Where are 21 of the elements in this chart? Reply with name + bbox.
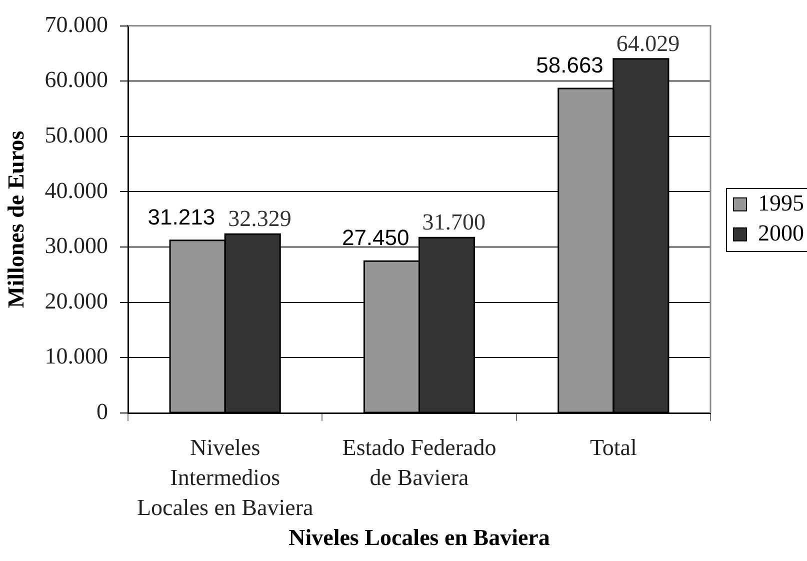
legend-label: 1995: [758, 190, 804, 216]
y-tick-label: 60.000: [44, 67, 108, 92]
y-tick-label: 0: [96, 399, 108, 424]
y-tick-label: 10.000: [44, 344, 108, 369]
data-label: 31.700: [422, 210, 486, 235]
x-tick-label: Total: [590, 434, 637, 460]
y-tick-label: 30.000: [44, 233, 108, 258]
data-label: 64.029: [616, 30, 680, 56]
x-tick-label: Niveles Intermedios Locales en Baviera: [136, 434, 314, 520]
y-tick-label: 70.000: [44, 12, 108, 37]
y-tick-label: 50.000: [44, 122, 108, 148]
x-tick-label: Estado Federado de Baviera: [342, 434, 496, 490]
data-label: 27.450: [342, 225, 410, 250]
data-label: 58.663: [536, 52, 604, 78]
x-axis-title: Niveles Locales en Baviera: [288, 525, 550, 550]
legend-label: 2000: [758, 220, 804, 246]
y-axis-title: Millones de Euros: [4, 130, 29, 308]
y-tick-label: 40.000: [44, 178, 108, 203]
y-tick-label: 20.000: [44, 288, 108, 314]
data-label: 31.213: [148, 204, 216, 230]
data-label: 32.329: [228, 206, 292, 232]
